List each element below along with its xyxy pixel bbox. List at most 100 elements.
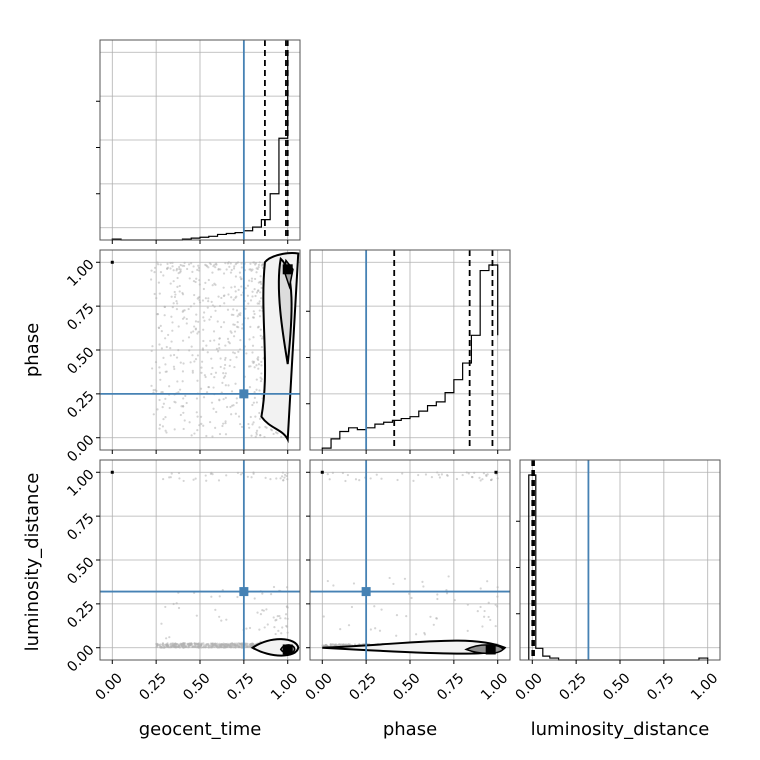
sample-point xyxy=(246,317,250,320)
sample-point xyxy=(227,261,230,264)
sample-point xyxy=(181,380,184,383)
sample-point xyxy=(280,435,283,438)
sample-point xyxy=(254,294,257,298)
sample-point xyxy=(163,305,166,308)
sample-point xyxy=(164,415,167,419)
sample-point xyxy=(203,319,206,322)
sample-point xyxy=(421,580,424,584)
sample-point xyxy=(251,642,254,645)
sample-point xyxy=(286,617,289,620)
sample-point xyxy=(218,432,222,436)
sample-point xyxy=(202,396,206,399)
sample-point xyxy=(266,623,269,626)
sample-point xyxy=(235,401,238,404)
sample-point xyxy=(218,346,221,350)
sample-point xyxy=(232,298,235,301)
sample-point xyxy=(217,479,221,482)
sample-point xyxy=(279,617,282,620)
sample-point xyxy=(209,420,212,424)
sample-point xyxy=(187,336,191,339)
sample-point xyxy=(375,473,378,476)
sample-point xyxy=(486,580,489,583)
sample-point xyxy=(181,291,184,295)
sample-point xyxy=(220,325,223,329)
sample-point xyxy=(160,347,163,350)
outlier-point xyxy=(494,470,498,474)
sample-point xyxy=(186,267,189,271)
sample-point xyxy=(208,318,211,321)
sample-point xyxy=(248,279,251,282)
x-tick-label: 0.00 xyxy=(513,670,546,703)
truth-marker xyxy=(239,587,249,597)
sample-point xyxy=(251,290,254,293)
sample-point xyxy=(196,354,200,357)
sample-point xyxy=(440,473,443,476)
sample-point xyxy=(241,327,244,330)
x-axis-label-phase: phase xyxy=(383,719,437,740)
sample-point xyxy=(392,582,395,586)
sample-point xyxy=(347,643,350,646)
sample-point xyxy=(225,474,228,477)
sample-point xyxy=(169,646,172,649)
sample-point xyxy=(259,380,263,383)
sample-point xyxy=(496,477,499,480)
sample-point xyxy=(178,290,181,293)
sample-point xyxy=(437,473,440,476)
sample-point xyxy=(192,330,195,333)
sample-point xyxy=(163,645,166,649)
sample-point xyxy=(258,309,261,312)
sample-point xyxy=(252,401,255,404)
sample-point xyxy=(224,396,227,399)
y-tick-label: 0.00 xyxy=(64,642,97,675)
sample-point xyxy=(286,478,289,481)
sample-point xyxy=(209,642,213,645)
sample-point xyxy=(453,599,456,602)
sample-point xyxy=(237,288,240,291)
sample-point xyxy=(182,427,185,431)
sample-point xyxy=(228,265,231,268)
sample-point xyxy=(224,384,227,387)
sample-point xyxy=(177,471,181,475)
y-axis-label-phase: phase xyxy=(22,323,43,377)
sample-point xyxy=(286,631,289,634)
sample-point xyxy=(489,618,492,622)
sample-point xyxy=(239,313,242,317)
y-tick-label: 0.75 xyxy=(64,510,97,543)
sample-point xyxy=(193,302,196,305)
sample-point xyxy=(213,339,216,342)
sample-point xyxy=(224,363,227,367)
sample-point xyxy=(197,643,200,646)
sample-point xyxy=(219,643,223,646)
sample-point xyxy=(240,277,243,280)
sample-point xyxy=(197,266,201,269)
sample-point xyxy=(412,479,415,482)
sample-point xyxy=(181,339,185,342)
sample-point xyxy=(253,396,256,399)
sample-point xyxy=(204,297,207,300)
sample-point xyxy=(214,426,217,429)
sample-point xyxy=(193,325,196,328)
sample-point xyxy=(256,289,260,292)
sample-point xyxy=(202,328,205,331)
sample-point xyxy=(183,264,186,267)
sample-point xyxy=(224,262,227,265)
sample-point xyxy=(264,476,267,479)
histogram-phase xyxy=(306,249,511,454)
sample-point xyxy=(211,304,214,307)
sample-point xyxy=(258,261,261,264)
sample-point xyxy=(200,646,203,649)
sample-point xyxy=(405,615,408,618)
sample-point xyxy=(207,266,210,269)
sample-point xyxy=(258,300,261,303)
sample-point xyxy=(205,391,209,394)
y-axis-label-luminosity_distance: luminosity_distance xyxy=(22,473,43,652)
sample-point xyxy=(260,346,263,349)
sample-point xyxy=(234,275,238,278)
sample-point xyxy=(226,337,230,341)
sample-point xyxy=(344,479,347,483)
sample-point xyxy=(182,362,185,365)
sample-point xyxy=(253,288,256,291)
sample-point xyxy=(369,628,372,631)
sample-point xyxy=(244,307,247,310)
sample-point xyxy=(258,411,261,415)
